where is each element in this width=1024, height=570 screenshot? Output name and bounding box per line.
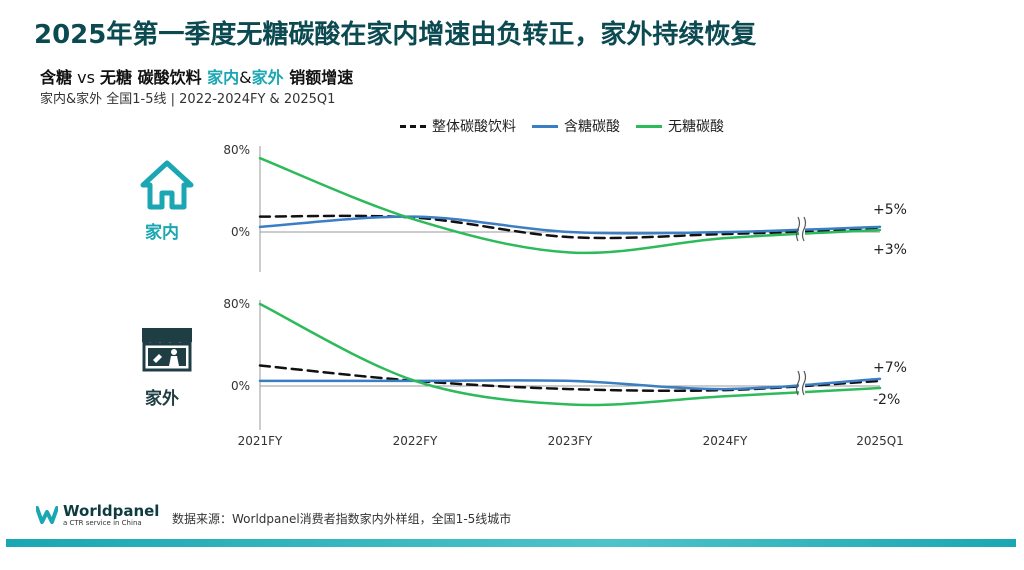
axis-break-gap-0 <box>799 217 805 241</box>
axis-break-gap-1 <box>799 371 805 395</box>
logo-tagline: a CTR service in China <box>63 519 142 527</box>
subtitle-accent-home: 家内 <box>207 68 240 87</box>
logo-brand: Worldpanel <box>63 502 160 520</box>
legend-label-nosugar: 无糖碳酸 <box>668 119 724 135</box>
chart-panel-away: 80% 0% +7% -2% <box>223 297 907 430</box>
data-source: 数据来源：Worldpanel消费者指数家内外样组，全国1-5线城市 <box>172 512 512 526</box>
legend-item-total: 整体碳酸饮料 <box>400 116 516 136</box>
house-icon <box>140 160 194 210</box>
worldpanel-logo: Worldpanel a CTR service in China <box>36 503 159 527</box>
panel-label-away: 家外 <box>145 389 179 409</box>
end-value-label: +3% <box>873 242 907 258</box>
subtitle-part2: 无糖 碳酸饮料 <box>100 68 208 87</box>
y-tick-label: 0% <box>231 225 250 239</box>
x-axis: 2021FY 2022FY 2023FY 2024FY 2025Q1 <box>238 434 904 448</box>
series-line-nosugar-1 <box>258 302 882 407</box>
storefront-icon <box>142 328 192 372</box>
chart-caption: 家内&家外 全国1-5线 | 2022-2024FY & 2025Q1 <box>40 92 336 107</box>
subtitle-vs: vs <box>72 68 100 87</box>
y-tick-label: 80% <box>223 297 250 311</box>
axis-break-mark-b-1 <box>801 370 807 396</box>
series-line-total-0 <box>258 214 882 240</box>
axis-break-mark-b-0 <box>801 216 807 242</box>
legend-swatch-total <box>400 124 426 128</box>
legend-swatch-sugar <box>532 124 558 128</box>
y-tick-label: 0% <box>231 379 250 393</box>
subtitle-amp: & <box>239 68 252 87</box>
series-line-nosugar-0 <box>258 156 882 255</box>
x-tick-label: 2025Q1 <box>856 434 904 448</box>
legend-label-total: 整体碳酸饮料 <box>432 119 516 135</box>
line-chart: 80% 0% +5% +3% 80% 0% +7% -2% 2021FY 2022FY 2023… <box>223 143 907 448</box>
end-value-label: +7% <box>873 360 907 376</box>
end-value-label: -2% <box>873 392 900 408</box>
chart-legend: 整体碳酸饮料 含糖碳酸 无糖碳酸 <box>400 116 740 136</box>
subtitle-accent-away: 家外 <box>251 68 284 87</box>
legend-swatch-nosugar <box>636 124 662 128</box>
y-tick-label: 80% <box>223 143 250 157</box>
panel-label-home: 家内 <box>145 223 179 243</box>
chart-panel-home: 80% 0% +5% +3% <box>223 143 907 272</box>
subtitle-part1: 含糖 <box>40 68 73 87</box>
chart-subtitle: 含糖 vs 无糖 碳酸饮料 家内&家外 销额增速 <box>40 64 353 88</box>
legend-item-nosugar: 无糖碳酸 <box>636 116 724 136</box>
axis-break-mark-a-1 <box>795 370 801 396</box>
x-tick-label: 2024FY <box>703 434 748 448</box>
legend-label-sugar: 含糖碳酸 <box>564 119 620 135</box>
x-tick-label: 2021FY <box>238 434 283 448</box>
series-line-sugar-0 <box>258 215 882 235</box>
x-tick-label: 2023FY <box>548 434 593 448</box>
footer-bar <box>6 539 1016 547</box>
x-tick-label: 2022FY <box>393 434 438 448</box>
subtitle-part3: 销额增速 <box>283 68 354 87</box>
page-title: 2025年第一季度无糖碳酸在家内增速由负转正，家外持续恢复 <box>34 20 757 50</box>
legend-item-sugar: 含糖碳酸 <box>532 116 620 136</box>
worldpanel-logo-icon <box>36 506 58 524</box>
end-value-label: +5% <box>873 202 907 218</box>
series-line-sugar-1 <box>258 377 882 391</box>
axis-break-mark-a-0 <box>795 216 801 242</box>
